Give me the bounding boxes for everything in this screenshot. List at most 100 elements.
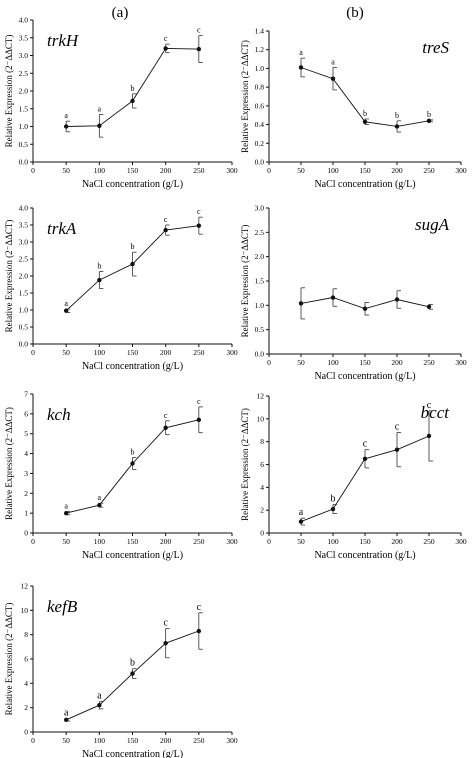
y-axis-title: Relative Expression (2⁻ΔΔCT): [240, 408, 250, 521]
x-tick-label: 50: [62, 736, 70, 745]
x-axis-title: NaCl concentration (g/L): [314, 179, 415, 190]
x-axis-title: NaCl concentration (g/L): [82, 749, 183, 758]
x-tick-label: 300: [226, 736, 238, 745]
significance-label: a: [97, 691, 102, 702]
x-tick-label: 100: [327, 166, 339, 175]
y-tick-label: 0.0: [255, 158, 265, 167]
chart-panel-sugA: 0 50 100 150 200 250 300 0.0 0.5 1.0 1.5 2.0 2.5 3.0 N…: [240, 204, 467, 383]
y-tick-label: 1.2: [255, 45, 265, 54]
y-tick-label: 3.5: [19, 33, 29, 42]
x-tick-label: 300: [455, 358, 467, 367]
data-point: [362, 306, 368, 311]
y-tick-label: 3.0: [19, 51, 29, 60]
y-tick-label: 0.5: [19, 323, 29, 332]
significance-label: a: [98, 493, 102, 502]
data-point: [330, 506, 336, 512]
y-tick-label: 0: [260, 529, 264, 538]
x-tick-label: 200: [160, 166, 172, 175]
y-tick-label: 1.0: [19, 122, 29, 131]
data-point: [163, 227, 168, 233]
x-tick-label: 50: [297, 166, 305, 175]
significance-label: c: [164, 34, 168, 43]
significance-label: c: [164, 215, 168, 224]
significance-label: b: [427, 110, 431, 119]
data-point: [196, 417, 202, 423]
x-tick-label: 200: [391, 537, 403, 546]
x-tick-label: 0: [267, 537, 271, 546]
x-tick-label: 100: [94, 348, 106, 357]
x-tick-label: 150: [359, 358, 371, 367]
y-tick-label: 2.5: [19, 255, 29, 264]
x-tick-label: 50: [297, 358, 305, 367]
x-tick-label: 100: [327, 358, 339, 367]
y-tick-label: 3.0: [19, 238, 29, 247]
x-tick-label: 50: [62, 537, 70, 546]
y-tick-label: 0.6: [255, 101, 265, 110]
y-tick-label: 0.5: [255, 325, 265, 334]
y-tick-label: 2.5: [255, 228, 265, 237]
x-tick-label: 300: [455, 166, 467, 175]
y-tick-label: 2.0: [19, 87, 29, 96]
y-tick-label: 3: [24, 469, 28, 478]
data-point: [130, 261, 135, 267]
significance-label: a: [331, 57, 335, 66]
chart-title: trkH: [47, 31, 80, 50]
y-tick-label: 4: [260, 483, 264, 492]
y-tick-label: 1.0: [19, 306, 29, 315]
x-tick-label: 0: [31, 166, 35, 175]
y-tick-label: 1.5: [255, 277, 265, 286]
column-label-b: (b): [346, 5, 364, 21]
chart-title: sugA: [415, 215, 450, 234]
y-tick-label: 4.0: [19, 16, 29, 25]
y-tick-label: 12: [21, 582, 29, 591]
x-tick-label: 150: [127, 166, 139, 175]
y-tick-label: 1.0: [255, 301, 265, 310]
x-tick-label: 250: [423, 537, 435, 546]
y-tick-label: 7: [24, 390, 28, 399]
data-point: [97, 277, 102, 283]
data-point: [330, 76, 336, 81]
chart-panel-treS: 0 50 100 150 200 250 300 0.0 0.2 0.4 0.6 0.8 1.0 1.2 1…: [240, 27, 467, 191]
data-point: [63, 717, 69, 723]
significance-label: c: [163, 618, 168, 629]
x-tick-label: 150: [127, 348, 139, 357]
data-point: [163, 640, 168, 646]
y-tick-label: 0.0: [255, 350, 265, 359]
significance-label: c: [197, 207, 201, 216]
x-tick-label: 0: [31, 736, 35, 745]
y-tick-label: 2.5: [19, 69, 29, 78]
x-tick-label: 250: [193, 166, 205, 175]
y-tick-label: 3.0: [255, 204, 265, 213]
data-point: [394, 297, 400, 302]
x-tick-label: 200: [391, 166, 403, 175]
x-tick-label: 250: [423, 166, 435, 175]
x-tick-label: 150: [359, 537, 371, 546]
y-tick-label: 10: [257, 414, 265, 423]
x-tick-label: 0: [267, 166, 271, 175]
y-tick-label: 0: [24, 728, 28, 737]
y-tick-label: 2.0: [255, 252, 265, 261]
y-tick-label: 0.8: [255, 83, 265, 92]
data-point: [130, 98, 135, 104]
x-tick-label: 150: [127, 736, 139, 745]
y-tick-label: 3.5: [19, 221, 29, 230]
significance-label: b: [395, 111, 399, 120]
y-tick-label: 10: [21, 606, 29, 615]
x-tick-label: 150: [359, 166, 371, 175]
data-point: [97, 703, 102, 708]
x-tick-label: 100: [327, 537, 339, 546]
data-point: [298, 519, 304, 524]
chart-panel-kch: 0 50 100 150 200 250 300 0 1 2 3 4 5 6 7 NaCl concentra…: [4, 390, 238, 562]
y-axis-title: Relative Expression (2⁻ΔΔCT): [4, 35, 14, 148]
data-point: [426, 118, 432, 124]
significance-label: a: [64, 502, 68, 511]
y-tick-label: 0.0: [19, 158, 29, 167]
data-point: [97, 503, 102, 508]
data-point: [130, 461, 135, 466]
y-tick-label: 2: [24, 489, 28, 498]
x-tick-label: 50: [62, 348, 70, 357]
column-label-a: (a): [112, 5, 129, 21]
significance-label: c: [395, 422, 400, 433]
y-tick-label: 1.0: [255, 64, 265, 73]
x-tick-label: 50: [62, 166, 70, 175]
